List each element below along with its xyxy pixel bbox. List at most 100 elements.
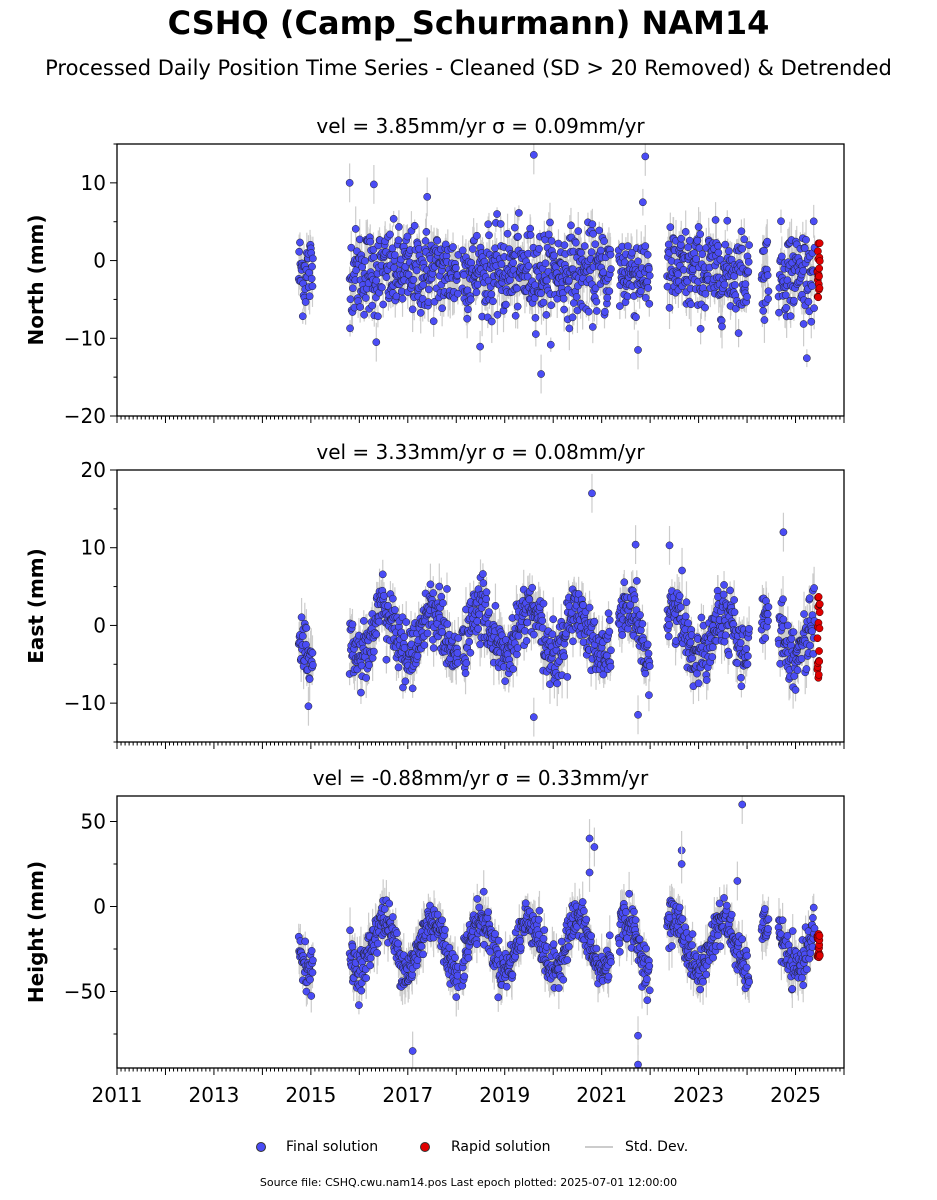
final-solution-point: [539, 298, 548, 307]
final-solution-point: [693, 236, 702, 245]
final-solution-point: [781, 291, 790, 299]
plot-area: [294, 473, 824, 737]
final-solution-point: [433, 236, 442, 245]
final-solution-point: [714, 248, 723, 257]
final-solution-point: [474, 624, 482, 633]
final-solution-point: [528, 583, 537, 592]
final-solution-point: [382, 655, 391, 664]
final-solution-point: [731, 281, 739, 289]
final-solution-point: [644, 284, 652, 292]
final-solution-point: [345, 179, 354, 187]
final-solution-point: [694, 679, 703, 688]
final-solution-point: [605, 616, 614, 624]
final-solution-point: [560, 305, 568, 314]
final-solution-point: [346, 295, 355, 304]
final-solution-point: [783, 276, 792, 285]
final-solution-point: [529, 151, 538, 159]
final-solution-point: [791, 686, 800, 694]
final-solution-point: [521, 627, 529, 635]
final-solution-point: [308, 282, 317, 291]
final-solution-point: [574, 227, 583, 235]
final-solution-point: [678, 566, 686, 575]
final-solution-point: [360, 310, 369, 319]
final-solution-point: [730, 272, 738, 280]
final-solution-point: [688, 654, 696, 663]
final-solution-point: [692, 255, 701, 263]
final-solution-point: [568, 313, 577, 322]
final-solution-point: [422, 228, 431, 236]
final-solution-point: [777, 217, 785, 226]
final-solution-point: [482, 595, 491, 603]
final-solution-point: [786, 312, 795, 320]
final-solution-point: [701, 289, 710, 298]
final-solution-point: [525, 595, 534, 604]
final-solution-point: [544, 230, 553, 239]
final-solution-point: [684, 619, 692, 628]
final-solution-point: [720, 637, 729, 646]
final-solution-point: [391, 606, 399, 614]
final-solution-point: [721, 631, 730, 640]
plot-area: [294, 144, 824, 394]
final-solution-point: [676, 603, 685, 611]
final-solution-point: [760, 246, 768, 255]
final-solution-point: [538, 616, 547, 625]
final-solution-point: [664, 240, 673, 249]
final-solution-point: [681, 612, 690, 621]
final-solution-point: [665, 621, 673, 629]
final-solution-point: [372, 338, 381, 347]
final-solution-point: [491, 601, 500, 610]
final-solution-point: [464, 305, 472, 314]
final-solution-point: [696, 230, 705, 238]
final-solution-point: [402, 618, 411, 626]
final-solution-point: [634, 710, 642, 719]
final-solution-point: [764, 294, 772, 303]
final-solution-point: [526, 224, 535, 233]
final-solution-point: [808, 282, 816, 290]
final-solution-point: [510, 223, 519, 232]
final-solution-point: [802, 354, 811, 363]
final-solution-point: [366, 237, 375, 246]
final-solution-point: [790, 672, 799, 680]
final-solution-point: [579, 601, 587, 610]
final-solution-point: [641, 293, 650, 302]
final-solution-point: [437, 592, 446, 601]
final-solution-point: [719, 590, 728, 599]
final-solution-point: [636, 626, 645, 635]
final-solution-point: [513, 302, 522, 311]
final-solution-point: [539, 599, 548, 608]
final-solution-point: [479, 579, 488, 587]
final-solution-point: [546, 340, 555, 349]
final-solution-point: [537, 289, 545, 298]
final-solution-point: [550, 251, 558, 260]
final-solution-point: [641, 669, 650, 678]
final-solution-point: [738, 244, 747, 253]
final-solution-point: [681, 228, 690, 236]
figure-title: CSHQ (Camp_Schurmann) NAM14: [167, 4, 770, 42]
final-solution-point: [679, 265, 688, 274]
final-solution-point: [634, 257, 642, 266]
final-solution-point: [604, 609, 613, 618]
final-solution-point: [624, 242, 632, 250]
final-solution-point: [368, 301, 377, 310]
final-solution-point: [309, 254, 317, 263]
final-solution-point: [694, 223, 703, 231]
final-solution-point: [632, 313, 640, 322]
final-solution-point: [370, 647, 378, 656]
final-solution-point: [496, 220, 505, 228]
final-solution-point: [573, 306, 582, 315]
final-solution-point: [645, 299, 654, 308]
final-solution-point: [537, 370, 545, 378]
final-solution-point: [503, 229, 512, 238]
final-solution-point: [744, 652, 752, 660]
final-solution-point: [389, 214, 398, 223]
final-solution-point: [296, 238, 304, 247]
final-solution-point: [601, 307, 609, 316]
final-solution-point: [304, 702, 313, 711]
final-solution-point: [777, 252, 786, 261]
final-solution-point: [641, 242, 650, 250]
final-solution-point: [743, 660, 752, 668]
rapid-solution-point: [815, 284, 824, 292]
final-solution-point: [607, 265, 615, 273]
final-solution-point: [467, 258, 476, 267]
final-solution-point: [548, 630, 557, 639]
